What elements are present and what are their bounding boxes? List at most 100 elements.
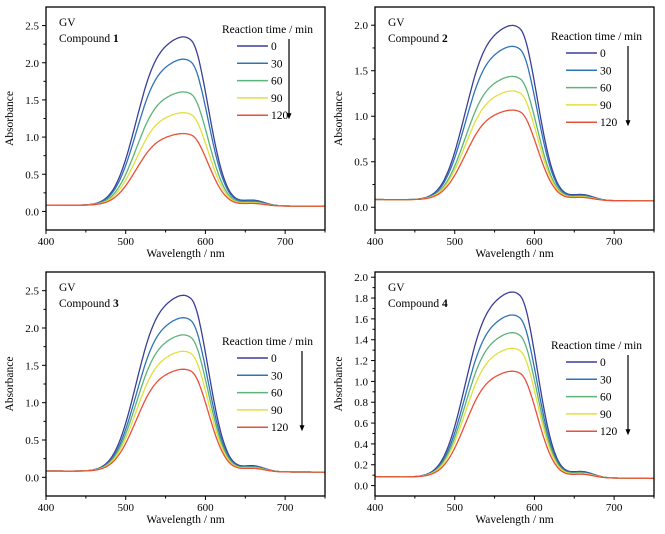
y-tick-label: 0.5 xyxy=(25,169,39,181)
y-tick-label: 1.2 xyxy=(354,356,368,368)
legend-label: 60 xyxy=(600,392,612,404)
legend-label: 120 xyxy=(271,110,289,122)
series-line-60min xyxy=(46,334,325,473)
x-tick-label: 400 xyxy=(367,236,384,248)
x-axis-label: Wavelength / nm xyxy=(475,248,553,260)
chart-panel-3: 400 500 600 7000.00.51.01.52.02.5Wavelength… xyxy=(4,271,326,526)
y-tick-label: 1.0 xyxy=(25,132,39,144)
series-line-0min xyxy=(375,24,654,202)
y-tick-label: 0.5 xyxy=(354,157,368,169)
series-line-120min xyxy=(46,368,325,473)
series-line-60min xyxy=(375,332,654,479)
x-tick-label: 600 xyxy=(197,236,214,248)
series-line-0min xyxy=(46,294,325,473)
plot-area xyxy=(375,24,654,202)
plot-frame xyxy=(374,271,655,497)
legend-label: 90 xyxy=(600,100,612,112)
y-tick-label: 0.0 xyxy=(25,206,39,218)
x-tick-label: 500 xyxy=(117,236,134,248)
annotation-compound: Compound 1 xyxy=(59,33,119,45)
series-line-90min xyxy=(46,112,325,207)
legend-label: 0 xyxy=(271,41,277,53)
series-line-60min xyxy=(46,91,325,207)
annotation-sample: GV xyxy=(388,282,405,294)
legend-label: 90 xyxy=(600,409,612,421)
series-line-30min xyxy=(46,58,325,207)
x-tick-label: 500 xyxy=(117,502,134,514)
annotation-compound: Compound 3 xyxy=(59,298,119,310)
y-tick-label: 2.5 xyxy=(25,21,39,33)
legend-title: Reaction time / min xyxy=(551,340,642,352)
series-line-120min xyxy=(375,109,654,202)
x-axis-label: Wavelength / nm xyxy=(146,514,224,526)
x-tick-label: 500 xyxy=(446,236,463,248)
y-axis-label: Absorbance xyxy=(333,357,345,412)
plot-frame xyxy=(374,6,655,231)
legend-label: 60 xyxy=(271,388,283,400)
x-tick-label: 600 xyxy=(197,502,214,514)
annotation-compound: Compound 4 xyxy=(388,298,448,310)
legend-label: 60 xyxy=(271,76,283,88)
legend-label: 0 xyxy=(271,353,277,365)
y-tick-label: 1.6 xyxy=(354,314,368,326)
x-tick-label: 700 xyxy=(606,502,623,514)
y-tick-label: 1.0 xyxy=(354,111,368,123)
legend-title: Reaction time / min xyxy=(222,336,313,348)
annotation-sample: GV xyxy=(59,17,76,29)
plot-area xyxy=(375,291,654,479)
y-tick-label: 1.4 xyxy=(354,335,368,347)
annotation-sample: GV xyxy=(388,17,405,29)
down-arrow-icon xyxy=(625,120,631,127)
y-tick-label: 0.4 xyxy=(354,439,368,451)
x-axis-label: Wavelength / nm xyxy=(475,514,553,526)
y-tick-label: 1.5 xyxy=(25,360,39,372)
y-tick-label: 1.0 xyxy=(354,376,368,388)
chart-panel-4: 400 500 600 7000.00.20.40.60.81.01.21.41.61… xyxy=(333,271,655,526)
series-line-120min xyxy=(375,370,654,479)
legend-label: 0 xyxy=(600,48,606,60)
x-tick-label: 400 xyxy=(38,236,55,248)
y-tick-label: 2.0 xyxy=(354,20,368,32)
down-arrow-icon xyxy=(299,425,305,432)
x-tick-label: 700 xyxy=(606,236,623,248)
plot-area xyxy=(46,294,325,473)
series-line-90min xyxy=(375,347,654,479)
legend-label: 30 xyxy=(271,370,283,382)
legend: Reaction time / min 0 30 60 90 120 xyxy=(551,31,642,129)
legend-label: 30 xyxy=(600,65,612,77)
x-tick-label: 600 xyxy=(526,502,543,514)
y-tick-label: 0.0 xyxy=(354,481,368,493)
chart-panel-1: 400 500 600 7000.00.51.01.52.02.5Wavelength… xyxy=(4,6,326,260)
y-tick-label: 0.0 xyxy=(354,202,368,214)
y-tick-label: 2.0 xyxy=(354,272,368,284)
series-line-90min xyxy=(375,90,654,202)
legend-title: Reaction time / min xyxy=(222,24,313,36)
legend-label: 60 xyxy=(600,83,612,95)
y-axis-label: Absorbance xyxy=(4,91,16,146)
x-tick-label: 600 xyxy=(526,236,543,248)
series-line-0min xyxy=(375,291,654,479)
series-line-120min xyxy=(46,132,325,207)
y-tick-label: 2.0 xyxy=(25,58,39,70)
y-tick-label: 2.5 xyxy=(25,286,39,298)
y-tick-label: 0.2 xyxy=(354,460,368,472)
x-tick-label: 400 xyxy=(38,502,55,514)
x-tick-label: 400 xyxy=(367,502,384,514)
x-tick-label: 700 xyxy=(277,236,294,248)
y-axis-label: Absorbance xyxy=(4,357,16,412)
annotation-compound: Compound 2 xyxy=(388,33,448,45)
legend-label: 30 xyxy=(600,374,612,386)
series-line-60min xyxy=(375,75,654,202)
plot-area xyxy=(46,36,325,207)
legend: Reaction time / min 0 30 60 90 120 xyxy=(222,24,313,122)
legend-label: 30 xyxy=(271,58,283,70)
legend-title: Reaction time / min xyxy=(551,31,642,43)
y-tick-label: 2.0 xyxy=(25,323,39,335)
down-arrow-icon xyxy=(286,113,292,120)
y-tick-label: 1.8 xyxy=(354,293,368,305)
y-tick-label: 1.5 xyxy=(354,66,368,78)
legend: Reaction time / min 0 30 60 90 120 xyxy=(222,336,313,434)
legend-label: 120 xyxy=(600,426,618,438)
